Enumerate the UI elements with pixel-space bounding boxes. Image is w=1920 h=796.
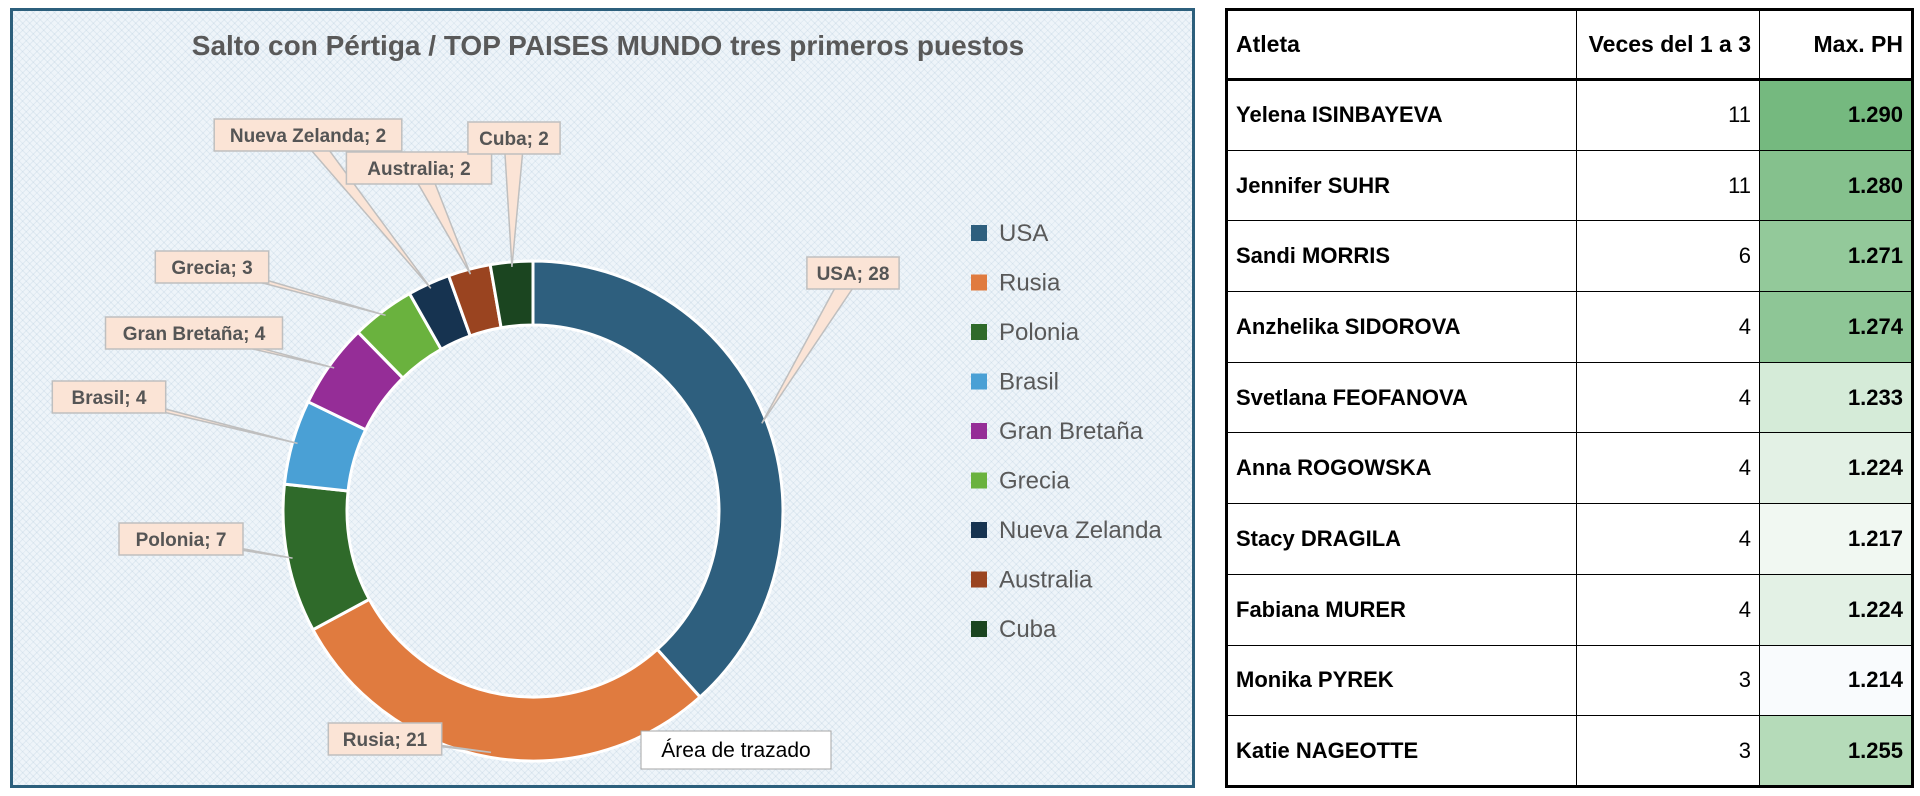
legend-item-nueva-zelanda: Nueva Zelanda bbox=[971, 517, 1162, 544]
svg-text:Cuba: Cuba bbox=[999, 616, 1057, 643]
table-row: Fabiana MURER 4 1.224 bbox=[1226, 573, 1913, 646]
table-row: Stacy DRAGILA 4 1.217 bbox=[1226, 503, 1913, 575]
max-ph-cell: 1.280 bbox=[1759, 149, 1913, 222]
svg-text:Grecia: Grecia bbox=[999, 468, 1070, 495]
data-label-cuba: Cuba; 2 bbox=[467, 121, 561, 267]
legend-item-rusia: Rusia bbox=[971, 270, 1061, 297]
chart-title: Salto con Pértiga / TOP PAISES MUNDO tre… bbox=[192, 30, 1024, 61]
times-cell: 11 bbox=[1576, 149, 1760, 222]
max-ph-cell: 1.224 bbox=[1759, 573, 1913, 646]
tooltip-plot-area: Área de trazado bbox=[640, 730, 832, 770]
donut-chart[interactable]: Salto con Pértiga / TOP PAISES MUNDO tre… bbox=[13, 11, 1192, 785]
max-ph-cell: 1.214 bbox=[1759, 644, 1913, 717]
athlete-name-cell: Monika PYREK bbox=[1226, 644, 1577, 717]
svg-text:USA: USA bbox=[999, 220, 1048, 247]
table-row: Jennifer SUHR 11 1.280 bbox=[1226, 149, 1913, 222]
svg-text:Brasil; 4: Brasil; 4 bbox=[72, 388, 147, 409]
athlete-name-cell: Katie NAGEOTTE bbox=[1226, 715, 1577, 787]
table-row: Yelena ISINBAYEVA 11 1.290 bbox=[1226, 79, 1913, 151]
max-ph-cell: 1.233 bbox=[1759, 361, 1913, 434]
times-cell: 4 bbox=[1576, 291, 1760, 363]
times-cell: 4 bbox=[1576, 573, 1760, 646]
times-cell: 4 bbox=[1576, 432, 1760, 505]
athlete-name-cell: Svetlana FEOFANOVA bbox=[1226, 361, 1577, 434]
athlete-name-cell: Anzhelika SIDOROVA bbox=[1226, 291, 1577, 363]
data-label-australia: Australia; 2 bbox=[345, 151, 493, 275]
times-cell: 11 bbox=[1576, 79, 1760, 151]
data-label-rusia: Rusia; 21 bbox=[327, 722, 492, 756]
svg-text:Brasil: Brasil bbox=[999, 369, 1059, 396]
legend-item-gran-bretaña: Gran Bretaña bbox=[971, 418, 1144, 445]
table-row: Anzhelika SIDOROVA 4 1.274 bbox=[1226, 291, 1913, 363]
max-ph-cell: 1.255 bbox=[1759, 715, 1913, 787]
svg-text:Rusia: Rusia bbox=[999, 270, 1061, 297]
data-label-usa: USA; 28 bbox=[761, 256, 900, 424]
legend-item-brasil: Brasil bbox=[971, 369, 1059, 396]
athletes-table: Atleta Veces del 1 a 3 Max. PH Yelena IS… bbox=[1225, 8, 1914, 788]
donut-slice-rusia bbox=[310, 597, 703, 763]
svg-text:Nueva Zelanda; 2: Nueva Zelanda; 2 bbox=[230, 126, 386, 147]
max-ph-cell: 1.290 bbox=[1759, 79, 1913, 151]
table-row: Anna ROGOWSKA 4 1.224 bbox=[1226, 432, 1913, 505]
svg-text:Rusia; 21: Rusia; 21 bbox=[343, 730, 428, 751]
svg-text:Australia: Australia bbox=[999, 567, 1093, 594]
table-row: Katie NAGEOTTE 3 1.255 bbox=[1226, 715, 1913, 787]
table-header-row: Atleta Veces del 1 a 3 Max. PH bbox=[1226, 9, 1913, 80]
max-ph-cell: 1.271 bbox=[1759, 220, 1913, 293]
chart-panel[interactable]: Salto con Pértiga / TOP PAISES MUNDO tre… bbox=[10, 8, 1195, 788]
data-label-grecia: Grecia; 3 bbox=[154, 250, 386, 317]
max-ph-cell: 1.224 bbox=[1759, 432, 1913, 505]
legend-item-australia: Australia bbox=[971, 567, 1093, 594]
table-row: Monika PYREK 3 1.214 bbox=[1226, 644, 1913, 717]
svg-text:Polonia; 7: Polonia; 7 bbox=[136, 530, 227, 551]
legend-item-cuba: Cuba bbox=[971, 616, 1057, 643]
svg-text:Gran Bretaña; 4: Gran Bretaña; 4 bbox=[123, 324, 266, 345]
donut-slice-polonia bbox=[281, 482, 372, 632]
athlete-name-cell: Anna ROGOWSKA bbox=[1226, 432, 1577, 505]
max-ph-cell: 1.217 bbox=[1759, 503, 1913, 575]
svg-text:Australia; 2: Australia; 2 bbox=[367, 159, 470, 180]
athlete-name-cell: Stacy DRAGILA bbox=[1226, 503, 1577, 575]
donut-slice-cuba bbox=[488, 259, 535, 330]
data-label-gran-bretaña: Gran Bretaña; 4 bbox=[104, 316, 335, 369]
athlete-name-cell: Sandi MORRIS bbox=[1226, 220, 1577, 293]
table-row: Sandi MORRIS 6 1.271 bbox=[1226, 220, 1913, 293]
svg-text:Cuba; 2: Cuba; 2 bbox=[479, 129, 549, 150]
data-label-polonia: Polonia; 7 bbox=[118, 522, 293, 559]
table-row: Svetlana FEOFANOVA 4 1.233 bbox=[1226, 361, 1913, 434]
times-cell: 3 bbox=[1576, 715, 1760, 787]
svg-text:Polonia: Polonia bbox=[999, 319, 1080, 346]
times-cell: 4 bbox=[1576, 503, 1760, 575]
header-max: Max. PH bbox=[1759, 9, 1913, 80]
times-cell: 4 bbox=[1576, 361, 1760, 434]
svg-text:Área de trazado: Área de trazado bbox=[661, 739, 810, 762]
max-ph-cell: 1.274 bbox=[1759, 291, 1913, 363]
header-athlete: Atleta bbox=[1226, 9, 1577, 80]
svg-text:Gran Bretaña: Gran Bretaña bbox=[999, 418, 1144, 445]
legend-item-polonia: Polonia bbox=[971, 319, 1080, 346]
svg-text:Nueva Zelanda: Nueva Zelanda bbox=[999, 517, 1162, 544]
svg-text:Grecia; 3: Grecia; 3 bbox=[171, 258, 252, 279]
legend-item-usa: USA bbox=[971, 220, 1048, 247]
data-label-brasil: Brasil; 4 bbox=[51, 380, 298, 445]
times-cell: 3 bbox=[1576, 644, 1760, 717]
times-cell: 6 bbox=[1576, 220, 1760, 293]
legend-item-grecia: Grecia bbox=[971, 468, 1070, 495]
athlete-name-cell: Yelena ISINBAYEVA bbox=[1226, 79, 1577, 151]
athlete-name-cell: Jennifer SUHR bbox=[1226, 149, 1577, 222]
svg-text:USA; 28: USA; 28 bbox=[817, 264, 890, 285]
donut-slice-usa bbox=[531, 259, 785, 700]
data-label-nueva-zelanda: Nueva Zelanda; 2 bbox=[213, 118, 432, 289]
athlete-name-cell: Fabiana MURER bbox=[1226, 573, 1577, 646]
header-times: Veces del 1 a 3 bbox=[1576, 9, 1760, 80]
